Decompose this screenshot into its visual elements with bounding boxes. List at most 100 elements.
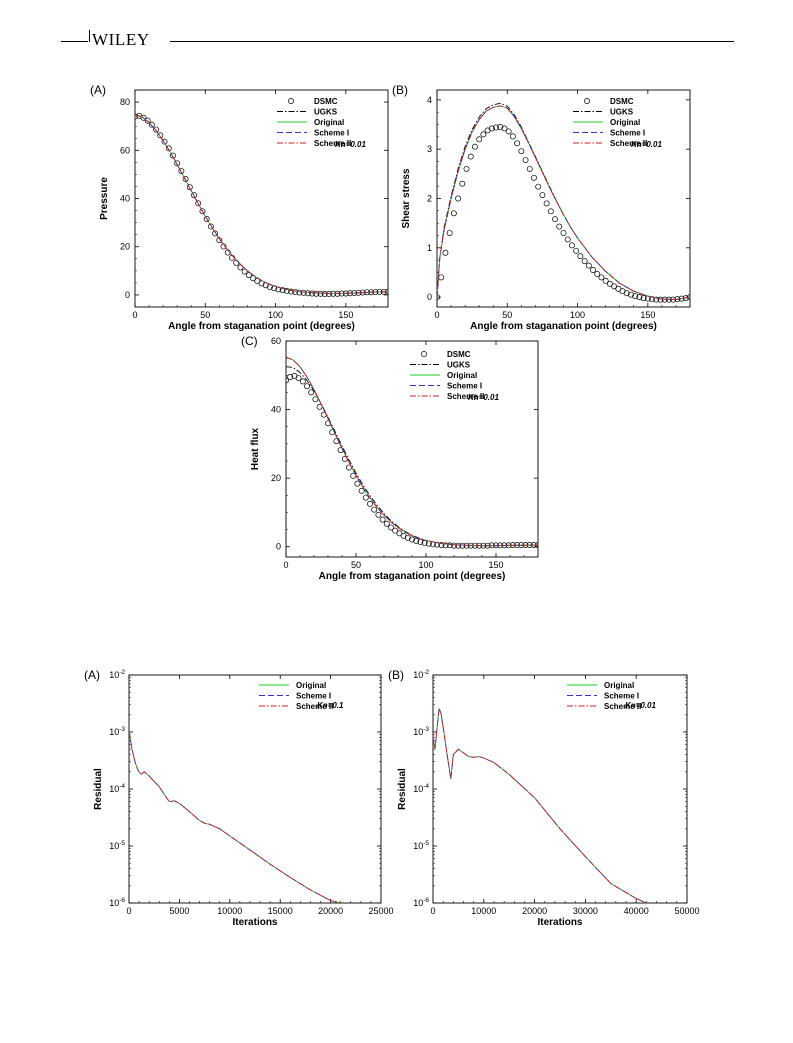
panel-label: (A)	[84, 668, 100, 682]
y-tick-label: 10-3	[109, 726, 125, 737]
dsmc-marker	[233, 259, 240, 266]
x-tick-label: 30000	[573, 906, 598, 916]
dsmc-marker	[135, 113, 138, 120]
x-tick-label: 50000	[674, 906, 699, 916]
header-rule-right	[170, 41, 734, 42]
dsmc-marker	[514, 140, 521, 147]
dsmc-marker	[602, 277, 609, 284]
series-group	[433, 708, 647, 903]
x-axis-label: Iterations	[537, 917, 582, 928]
y-tick-label: 10-2	[413, 669, 429, 680]
dsmc-marker	[543, 200, 550, 207]
dsmc-marker	[383, 520, 390, 527]
dsmc-marker	[547, 208, 554, 215]
kn-annotation: Kn=0.01	[631, 140, 662, 149]
header-rule-left	[61, 41, 88, 42]
dsmc-marker	[169, 152, 176, 159]
dsmc-marker	[455, 195, 462, 202]
dsmc-marker	[438, 274, 445, 281]
y-tick-label: 60	[120, 145, 130, 155]
x-tick-label: 150	[338, 310, 353, 320]
dsmc-marker	[195, 200, 202, 207]
legend-marker-dsmc	[288, 98, 294, 104]
dsmc-marker	[392, 527, 399, 534]
dsmc-marker	[371, 506, 378, 513]
x-tick-label: 0	[283, 560, 288, 570]
dsmc-marker	[467, 153, 474, 160]
x-tick-label: 5000	[169, 906, 189, 916]
dsmc-marker	[283, 287, 290, 294]
dsmc-marker	[450, 210, 457, 217]
dsmc-marker	[287, 374, 294, 380]
x-tick-label: 25000	[368, 906, 393, 916]
x-tick-label: 0	[126, 906, 131, 916]
dsmc-marker	[573, 247, 580, 254]
dsmc-marker	[636, 294, 643, 301]
dsmc-marker	[552, 216, 559, 223]
x-tick-label: 20000	[522, 906, 547, 916]
original-line	[129, 731, 341, 903]
dsmc-marker	[241, 268, 248, 275]
series-group	[437, 102, 690, 303]
x-tick-label: 50	[502, 310, 512, 320]
kn-annotation: Kn=0.01	[335, 140, 366, 149]
heat-flux-chart: 0 50 100 150 0 20 40 60 Angle from staganation p…	[241, 334, 539, 582]
legend-label-dsmc: DSMC	[447, 350, 471, 359]
x-tick-label: 50	[351, 560, 361, 570]
dsmc-marker	[535, 183, 542, 190]
dsmc-marker	[144, 117, 151, 124]
dsmc-marker	[623, 290, 630, 297]
dsmc-marker	[299, 378, 306, 385]
legend-label-scheme-ii: Scheme II	[296, 702, 333, 711]
y-axis-label: Heat flux	[250, 427, 261, 470]
original-line	[437, 105, 690, 301]
dsmc-marker	[463, 165, 470, 172]
scheme-ii-line	[433, 708, 647, 903]
publisher-name: WILEY	[92, 30, 150, 49]
dsmc-marker	[140, 114, 147, 121]
dsmc-marker	[564, 236, 571, 243]
x-tick-label: 100	[418, 560, 433, 570]
legend-label-original: Original	[314, 118, 344, 127]
y-tick-label: 10-6	[109, 897, 125, 908]
legend-label-scheme-ii: Scheme II	[604, 702, 641, 711]
dsmc-marker	[594, 271, 601, 277]
x-tick-label: 100	[570, 310, 585, 320]
dsmc-marker	[286, 377, 289, 384]
dsmc-marker	[442, 542, 449, 549]
dsmc-marker	[413, 537, 420, 544]
y-tick-label: 3	[427, 144, 432, 154]
dsmc-marker	[598, 274, 605, 281]
dsmc-marker	[459, 180, 466, 187]
kn-annotation: Kn=0.01	[468, 393, 499, 402]
dsmc-marker	[157, 132, 164, 139]
plot-frame	[134, 89, 389, 308]
y-tick-label: 10-4	[109, 783, 125, 794]
dsmc-marker	[354, 480, 361, 487]
legend-label-scheme-i: Scheme I	[314, 129, 349, 138]
dsmc-marker	[501, 125, 508, 132]
dsmc-marker	[438, 542, 445, 548]
kn-annotation: Kn=0.01	[625, 701, 656, 710]
legend-label-ugks: UGKS	[610, 108, 634, 117]
legend-label-ugks: UGKS	[447, 361, 471, 370]
legend-label-scheme-ii: Scheme II	[314, 139, 351, 148]
scheme-i-line	[129, 731, 341, 903]
x-tick-label: 100	[268, 310, 283, 320]
y-tick-label: 0	[276, 542, 281, 552]
dsmc-marker	[165, 145, 172, 152]
legend-label-original: Original	[296, 681, 326, 690]
dsmc-marker	[488, 125, 495, 132]
dsmc-marker	[585, 262, 592, 269]
dsmc-marker	[493, 124, 499, 131]
dsmc-marker	[304, 290, 311, 297]
dsmc-marker	[560, 230, 567, 236]
dsmc-marker	[497, 124, 504, 130]
dsmc-marker	[207, 223, 214, 230]
dsmc-marker	[531, 174, 537, 181]
plot-frame	[285, 340, 539, 558]
scheme-ii-line	[286, 356, 538, 547]
dsmc-marker	[649, 296, 655, 303]
pressure-chart: 0 50 100 150 0 20 40 60 80 Angle from staganation…	[90, 83, 389, 332]
dsmc-marker	[212, 230, 219, 237]
